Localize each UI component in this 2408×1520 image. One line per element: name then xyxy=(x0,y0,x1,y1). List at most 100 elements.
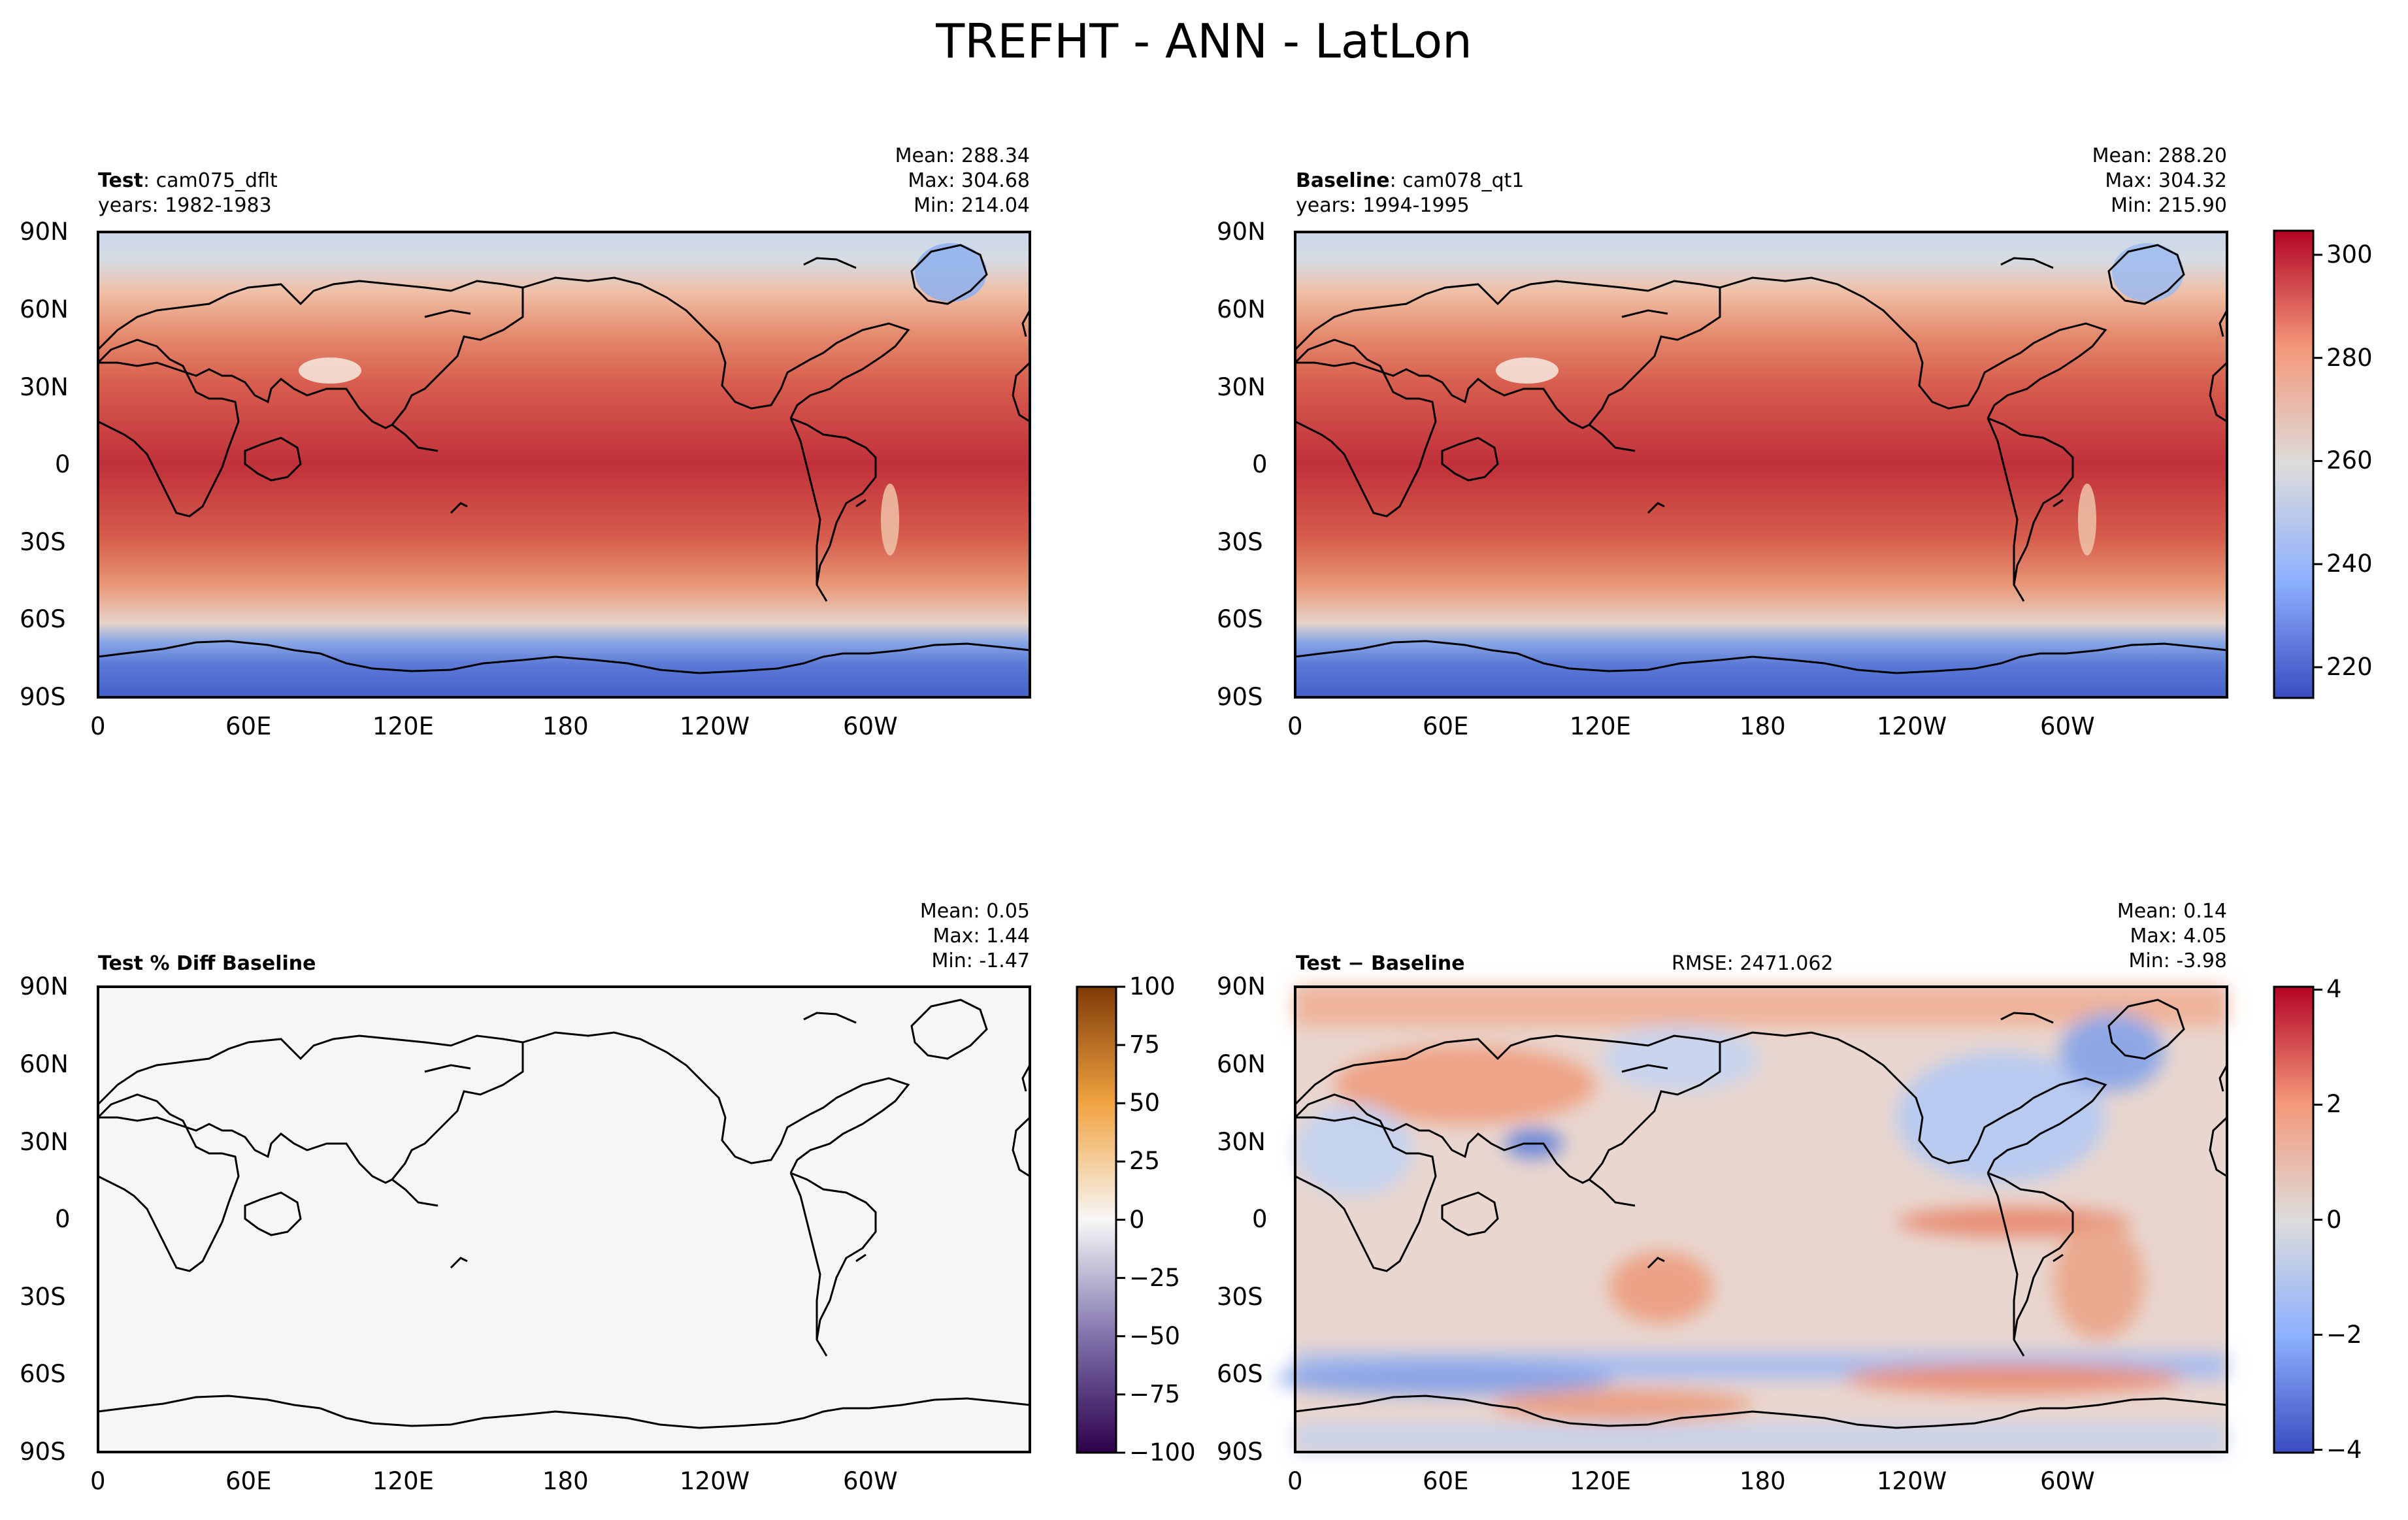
test-ytick-90N: 90N xyxy=(20,218,69,246)
baseline-xtick-0: 0 xyxy=(1287,712,1303,740)
test-xtick-60E: 60E xyxy=(225,712,272,740)
diff-ytick-60N: 60N xyxy=(1217,1050,1266,1078)
diff-ytick-30S: 30S xyxy=(1217,1283,1263,1311)
pctdiff-xtick-60E: 60E xyxy=(225,1467,272,1495)
test-min: Min: 214.04 xyxy=(914,194,1030,217)
baseline-ytick-60S: 60S xyxy=(1217,605,1263,633)
colorbar-pctdiff-tick-label: 75 xyxy=(1129,1031,1161,1059)
baseline-greenland-cold xyxy=(2112,243,2184,302)
colorbar-diff-tick-label: 0 xyxy=(2326,1205,2342,1234)
colorbar-diff-tick-label: −2 xyxy=(2326,1320,2362,1349)
test-field xyxy=(98,232,1030,697)
baseline-ytick-60N: 60N xyxy=(1217,295,1266,323)
pctdiff-ytick-90N: 90N xyxy=(20,972,69,1000)
test-years: years: 1982-1983 xyxy=(98,194,272,217)
diff-xtick-60E: 60E xyxy=(1423,1467,1469,1495)
pctdiff-map xyxy=(97,985,1031,1453)
colorbar-diff xyxy=(2273,985,2322,1454)
baseline-ytick-90S: 90S xyxy=(1217,683,1263,711)
test-ytick-90S: 90S xyxy=(20,683,66,711)
colorbar-diff-ticks xyxy=(2313,988,2322,1451)
baseline-years: years: 1994-1995 xyxy=(1296,194,1470,217)
pctdiff-ytick-0: 0 xyxy=(55,1205,71,1233)
diff-xtick-120E: 120E xyxy=(1570,1467,1631,1495)
diff-label-bold: Test xyxy=(1296,952,1342,975)
pctdiff-xtick-60W: 60W xyxy=(843,1467,898,1495)
diff-ytick-0: 0 xyxy=(1252,1205,1268,1233)
diff-xtick-60W: 60W xyxy=(2040,1467,2095,1495)
test-xtick-60W: 60W xyxy=(843,712,898,740)
test-label-case: : cam075_dflt xyxy=(143,169,278,192)
pctdiff-label: Test % Diff Baseline xyxy=(98,951,316,976)
test-ytick-60S: 60S xyxy=(20,605,66,633)
pctdiff-coastlines xyxy=(97,999,1031,1429)
baseline-xtick-60E: 60E xyxy=(1423,712,1469,740)
colorbar-diff-tick-label: 4 xyxy=(2326,975,2342,1004)
figure-title: TREFHT - ANN - LatLon xyxy=(936,14,1472,69)
diff-ytick-60S: 60S xyxy=(1217,1360,1263,1388)
diff-max: Max: 4.05 xyxy=(2130,925,2227,948)
pctdiff-min: Min: -1.47 xyxy=(931,950,1031,972)
test-ytick-60N: 60N xyxy=(20,295,69,323)
pctdiff-ytick-30N: 30N xyxy=(20,1128,69,1156)
colorbar-absolute-tick-label: 220 xyxy=(2326,652,2373,681)
colorbar-absolute-tick-label: 300 xyxy=(2326,240,2373,269)
test-ytick-0: 0 xyxy=(55,450,71,478)
colorbar-pctdiff-tick-label: −25 xyxy=(1129,1263,1181,1292)
colorbar-diff-tick-label: 2 xyxy=(2326,1090,2342,1119)
test-tibet-cool xyxy=(299,357,361,384)
baseline-ytick-0: 0 xyxy=(1252,450,1268,478)
baseline-field xyxy=(1295,232,2227,697)
colorbar-absolute xyxy=(2273,229,2322,699)
baseline-label-case: : cam078_qt1 xyxy=(1389,169,1525,192)
baseline-andes-cool xyxy=(2078,484,2096,555)
diff-map xyxy=(1276,985,2228,1453)
test-xtick-120W: 120W xyxy=(680,712,750,740)
pctdiff-ytick-30S: 30S xyxy=(20,1283,66,1311)
test-max: Max: 304.68 xyxy=(908,169,1030,192)
test-frame xyxy=(97,231,1031,699)
diff-coastlines xyxy=(1294,999,2228,1429)
test-label-bold: Test xyxy=(98,169,144,192)
colorbar-pctdiff-tick-label: 100 xyxy=(1129,972,1176,1000)
test-xtick-120E: 120E xyxy=(372,712,434,740)
pctdiff-ytick-60N: 60N xyxy=(20,1050,69,1078)
test-xtick-180: 180 xyxy=(542,712,589,740)
test-map xyxy=(97,231,1031,699)
pctdiff-ytick-90S: 90S xyxy=(20,1438,66,1466)
diff-label: Test − Baseline xyxy=(1296,951,1465,976)
colorbar-pctdiff xyxy=(1076,985,1125,1454)
colorbar-pctdiff-tick-label: −50 xyxy=(1129,1321,1181,1350)
colorbar-absolute-tick-label: 280 xyxy=(2326,343,2373,372)
pctdiff-label-bold: Test % Diff Baseline xyxy=(98,952,316,975)
test-mean: Mean: 288.34 xyxy=(895,144,1030,167)
colorbar-pctdiff-tick-label: −75 xyxy=(1129,1380,1181,1408)
baseline-tibet-cool xyxy=(1496,357,1559,384)
pctdiff-mean: Mean: 0.05 xyxy=(919,900,1030,923)
pctdiff-xtick-0: 0 xyxy=(90,1467,106,1495)
colorbar-pctdiff-ticks xyxy=(1116,985,1125,1454)
baseline-mean: Mean: 288.20 xyxy=(2092,144,2227,167)
test-xtick-0: 0 xyxy=(90,712,106,740)
baseline-label: Baseline: cam078_qt1 xyxy=(1296,169,1525,193)
baseline-max: Max: 304.32 xyxy=(2105,169,2227,192)
colorbar-pctdiff-tick-label: 25 xyxy=(1129,1147,1161,1176)
test-coastlines xyxy=(97,244,1031,674)
test-greenland-cold xyxy=(915,243,987,302)
diff-label-rest: − Baseline xyxy=(1341,952,1465,975)
diff-mean: Mean: 0.14 xyxy=(2117,900,2227,923)
baseline-xtick-120E: 120E xyxy=(1570,712,1631,740)
colorbar-diff-tick-label: −4 xyxy=(2326,1435,2362,1464)
colorbar-pctdiff-tick-label: 50 xyxy=(1129,1089,1161,1117)
pctdiff-frame xyxy=(97,985,1031,1453)
baseline-coastlines xyxy=(1294,244,2228,674)
pctdiff-xtick-120E: 120E xyxy=(372,1467,434,1495)
diff-xtick-0: 0 xyxy=(1287,1467,1303,1495)
baseline-min: Min: 215.90 xyxy=(2111,194,2227,217)
diff-min: Min: -3.98 xyxy=(2128,950,2228,972)
test-andes-cool xyxy=(881,484,899,555)
colorbar-absolute-tick-label: 260 xyxy=(2326,446,2373,475)
baseline-frame xyxy=(1294,231,2228,699)
baseline-xtick-120W: 120W xyxy=(1877,712,1947,740)
diff-xtick-120W: 120W xyxy=(1877,1467,1947,1495)
